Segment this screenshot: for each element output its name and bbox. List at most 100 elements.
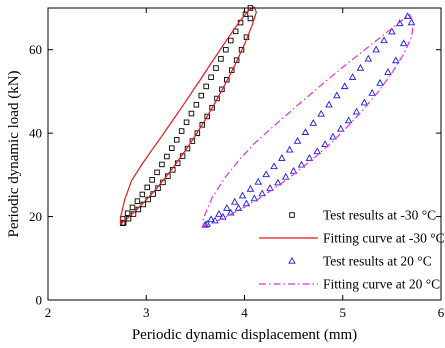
data-point [282, 172, 290, 180]
data-point [215, 209, 223, 217]
data-point [214, 95, 220, 102]
data-point [223, 46, 229, 53]
data-point [198, 92, 205, 99]
data-point [333, 91, 341, 99]
data-point [178, 128, 185, 134]
data-point [213, 65, 219, 71]
data-point [258, 189, 266, 197]
data-point [352, 107, 361, 115]
data-point [154, 169, 160, 176]
data-point [372, 45, 380, 53]
data-point [169, 145, 175, 151]
data-point [218, 56, 224, 62]
data-point [380, 36, 388, 44]
data-point [262, 170, 270, 178]
y-tick-label: 0 [36, 293, 43, 308]
data-point [234, 204, 243, 211]
data-point [305, 154, 314, 161]
data-point [360, 98, 369, 106]
data-point [139, 191, 146, 198]
legend: Test results at -30 °C Fitting curve at -… [259, 208, 445, 292]
data-point [173, 137, 180, 143]
x-tick-label: 4 [241, 305, 248, 320]
series-1 [119, 5, 254, 226]
data-point [376, 78, 384, 86]
x-tick-label: 6 [438, 305, 445, 320]
legend-marker [288, 256, 296, 264]
data-point [203, 219, 211, 227]
data-point [356, 63, 365, 71]
series-4 [202, 14, 415, 228]
data-point [207, 215, 215, 223]
data-point [297, 160, 306, 168]
data-point [340, 82, 349, 90]
data-point [364, 54, 373, 62]
y-axis-label: Periodic dynamic load (kN) [6, 70, 22, 237]
data-point [301, 128, 310, 135]
data-point [344, 116, 353, 124]
y-tick-label: 20 [29, 209, 42, 224]
data-point [238, 191, 247, 199]
data-point [199, 122, 206, 128]
data-point [124, 210, 131, 216]
series-2 [120, 6, 257, 225]
data-point [321, 140, 329, 148]
data-point [183, 119, 190, 126]
data-point [399, 39, 408, 47]
data-point [227, 37, 234, 44]
data-point [309, 119, 318, 126]
data-point [250, 194, 259, 202]
fit-curve-line [120, 6, 257, 225]
x-tick-label: 5 [340, 305, 347, 320]
data-point [293, 136, 302, 144]
data-point [193, 102, 200, 108]
data-point [368, 88, 376, 96]
data-point [325, 100, 333, 108]
data-point [189, 138, 196, 144]
data-point [209, 104, 215, 111]
data-point [317, 109, 325, 117]
legend-entry-label: Fitting curve at 20 °C [323, 277, 440, 292]
data-point [144, 184, 150, 191]
data-point [164, 153, 170, 160]
data-point [159, 161, 165, 168]
data-point [204, 113, 210, 120]
legend-entry-label: Test results at -30 °C [323, 208, 436, 223]
data-point [194, 130, 201, 136]
data-point [129, 204, 136, 211]
data-point [188, 110, 195, 117]
data-point [285, 145, 294, 153]
data-point [388, 27, 396, 35]
data-point [246, 184, 255, 192]
x-tick-label: 2 [45, 305, 52, 320]
data-point [247, 15, 254, 22]
y-tick-label: 60 [29, 42, 42, 57]
data-point [337, 124, 345, 132]
data-point [254, 177, 263, 185]
data-point [266, 184, 274, 191]
data-point [134, 198, 141, 204]
series-3 [201, 12, 416, 228]
data-point [223, 204, 231, 211]
data-point [289, 166, 298, 174]
data-point [313, 147, 321, 155]
y-tick-label: 40 [29, 126, 42, 141]
data-point [392, 56, 400, 64]
data-point [384, 68, 392, 75]
legend-marker [289, 212, 295, 218]
data-point [407, 18, 416, 26]
legend-entry-label: Test results at 20 °C [323, 254, 432, 269]
fit-curve-line [202, 14, 415, 228]
data-point [278, 154, 286, 161]
data-point [203, 83, 209, 90]
legend-entry-label: Fitting curve at -30 °C [323, 231, 445, 246]
data-point [242, 11, 249, 18]
data-point [208, 74, 214, 80]
data-point [149, 177, 155, 183]
data-point [270, 162, 278, 170]
x-axis-label: Periodic dynamic displacement (mm) [132, 327, 357, 343]
data-point [348, 73, 357, 80]
data-point [219, 86, 225, 93]
data-point [329, 132, 337, 140]
